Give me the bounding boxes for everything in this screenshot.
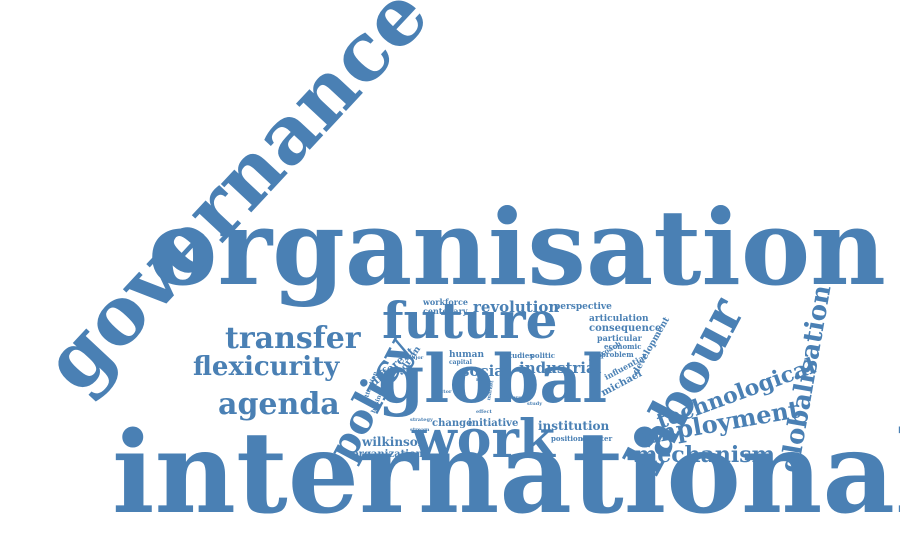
word-institution: institution [538, 419, 610, 433]
word-capital: capital [449, 359, 472, 366]
word-study: study [527, 401, 543, 407]
word-chapter: chapter [582, 434, 613, 443]
word-stream: stream [410, 427, 430, 433]
word-studies: studies [505, 351, 534, 360]
word-economic: economic [604, 342, 642, 351]
word-global: global [378, 340, 608, 418]
word-major: major [407, 355, 424, 361]
word-international: international [112, 408, 900, 534]
word-strategy: strategy [410, 417, 433, 423]
word-particular: particular [597, 333, 642, 343]
word-actor: actor [437, 389, 452, 395]
word-social: social [461, 362, 510, 380]
word-revolution: revolution [473, 298, 560, 316]
word-industrial: industrial [519, 359, 602, 377]
word-organisation: organisation [148, 186, 886, 309]
word-organization: organization [352, 449, 423, 460]
word-most: most [476, 377, 490, 383]
word-transfer: transfer [225, 321, 361, 356]
word-workforce: workforce [423, 297, 468, 307]
word-initiative: initiative [468, 418, 519, 429]
word-politic: politic [530, 351, 556, 360]
word-future-small: future [504, 395, 522, 401]
word-perspective: perspective [554, 302, 612, 312]
word-human: human [449, 350, 484, 360]
word-wilkinson: wilkinson [362, 435, 427, 449]
word-centenary: centenary [423, 306, 468, 316]
word-mechanism: mechanism [634, 442, 775, 468]
word-articulation: articulation [589, 314, 649, 324]
word-work: work [412, 409, 555, 470]
word-change: change [432, 418, 473, 429]
word-future: future [382, 291, 558, 350]
word-position: position [551, 434, 583, 443]
word-effect: effect [476, 409, 492, 415]
word-problem: problem [601, 350, 634, 359]
word-flexicurity: flexicurity [193, 352, 340, 382]
word-consequence: consequence [589, 323, 662, 334]
word-agenda: agenda [218, 387, 340, 422]
